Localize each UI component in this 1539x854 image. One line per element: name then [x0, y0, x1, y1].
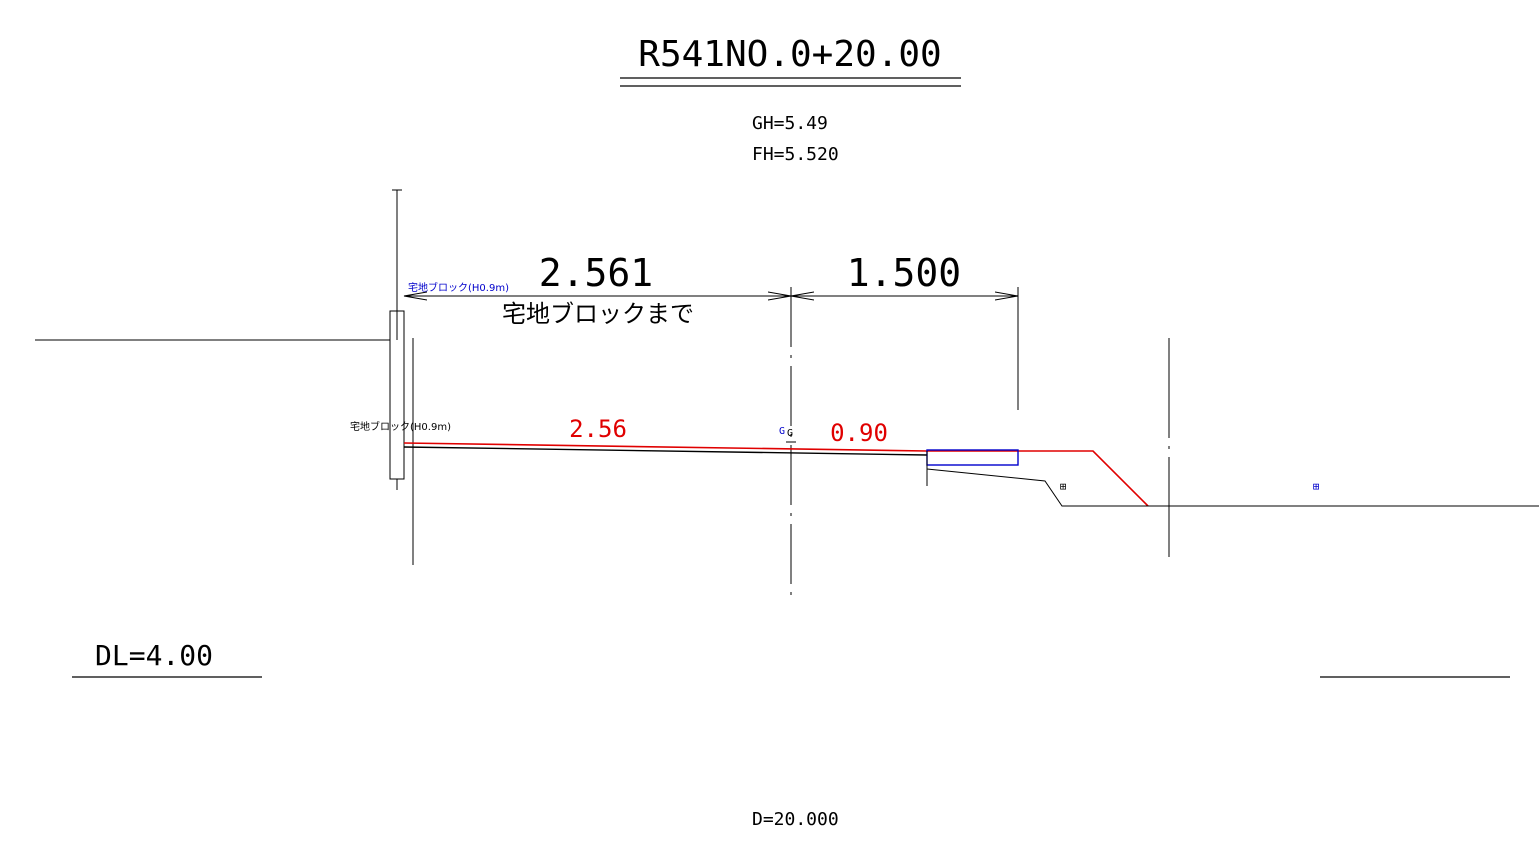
slope-label-right: 0.90	[830, 419, 888, 447]
fh-label: FH=5.520	[752, 144, 839, 165]
design-surface-line	[403, 442, 1149, 507]
drawing-title: R541NO.0+20.00	[638, 34, 941, 75]
distance-label: D=20.000	[752, 809, 839, 830]
datum-label: DL=4.00	[95, 639, 213, 672]
slope-label-left: 2.56	[569, 415, 627, 443]
dim-note-left: 宅地ブロックまで	[502, 300, 694, 328]
gh-label: GH=5.49	[752, 113, 828, 134]
box-symbol-black: ⊞	[1060, 480, 1067, 493]
block-label-lower: 宅地ブロック(H0.9m)	[350, 420, 451, 433]
existing-ground-right	[926, 468, 1539, 507]
dim-value-right: 1.500	[847, 251, 961, 295]
existing-surface-line	[403, 446, 928, 456]
g-marker-black: G	[787, 428, 793, 439]
box-symbol-blue: ⊞	[1313, 480, 1320, 493]
dim-value-left: 2.561	[539, 251, 653, 295]
curb-gutter	[926, 449, 1019, 466]
block-label-upper: 宅地ブロック(H0.9m)	[408, 281, 509, 294]
g-marker-blue: G	[779, 426, 785, 437]
